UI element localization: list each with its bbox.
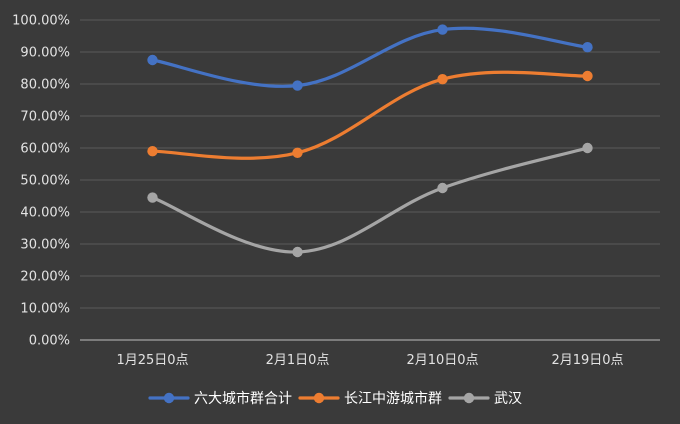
series-2	[147, 70, 593, 160]
legend-marker	[313, 392, 325, 404]
legend-item: 六大城市群合计	[148, 390, 292, 407]
legend-item: 武汉	[448, 391, 522, 407]
data-point	[292, 80, 303, 91]
x-axis-ticks: 1月25日0点 2月1日0点 2月10日0点 2月19日0点	[116, 353, 623, 368]
series-line	[150, 146, 590, 254]
series-1	[147, 24, 593, 91]
y-axis-ticks: 0.00% 10.00% 20.00% 30.00% 40.00% 50.00% 60.00…	[12, 14, 70, 349]
x-tick-label: 2月1日0点	[266, 353, 330, 368]
data-point	[437, 74, 448, 85]
data-point	[437, 182, 448, 194]
y-tick-label: 0.00%	[29, 334, 70, 349]
x-tick-label: 2月10日0点	[406, 353, 478, 368]
data-point	[147, 192, 158, 203]
data-point	[292, 246, 303, 258]
legend-marker	[163, 392, 175, 404]
data-point	[147, 146, 158, 157]
y-tick-label: 20.00%	[20, 270, 70, 285]
y-tick-label: 90.00%	[20, 46, 70, 61]
series-line	[150, 26, 590, 88]
data-point	[582, 70, 593, 82]
legend-item: 长江中游城市群	[298, 390, 442, 407]
series-line	[150, 70, 590, 160]
data-point	[147, 54, 158, 66]
x-tick-label: 2月19日0点	[551, 353, 623, 368]
legend-label: 六大城市群合计	[194, 390, 292, 407]
y-tick-label: 70.00%	[20, 110, 70, 125]
legend-marker	[463, 392, 475, 404]
series-lines	[147, 24, 593, 258]
y-tick-label: 50.00%	[20, 174, 70, 189]
legend-label: 武汉	[494, 391, 522, 407]
y-tick-label: 100.00%	[12, 14, 70, 29]
legend: 六大城市群合计 长江中游城市群 武汉	[148, 390, 522, 407]
y-tick-label: 80.00%	[20, 78, 70, 93]
y-tick-label: 40.00%	[20, 206, 70, 221]
legend-label: 长江中游城市群	[344, 390, 442, 407]
data-point	[582, 42, 593, 53]
y-tick-label: 60.00%	[20, 142, 70, 157]
data-point	[292, 147, 303, 158]
gridlines	[80, 19, 660, 309]
y-tick-label: 10.00%	[20, 302, 70, 317]
data-point	[437, 24, 448, 35]
x-tick-label: 1月25日0点	[116, 353, 188, 368]
data-point	[582, 142, 593, 154]
series-3	[147, 142, 593, 258]
y-tick-label: 30.00%	[20, 238, 70, 253]
